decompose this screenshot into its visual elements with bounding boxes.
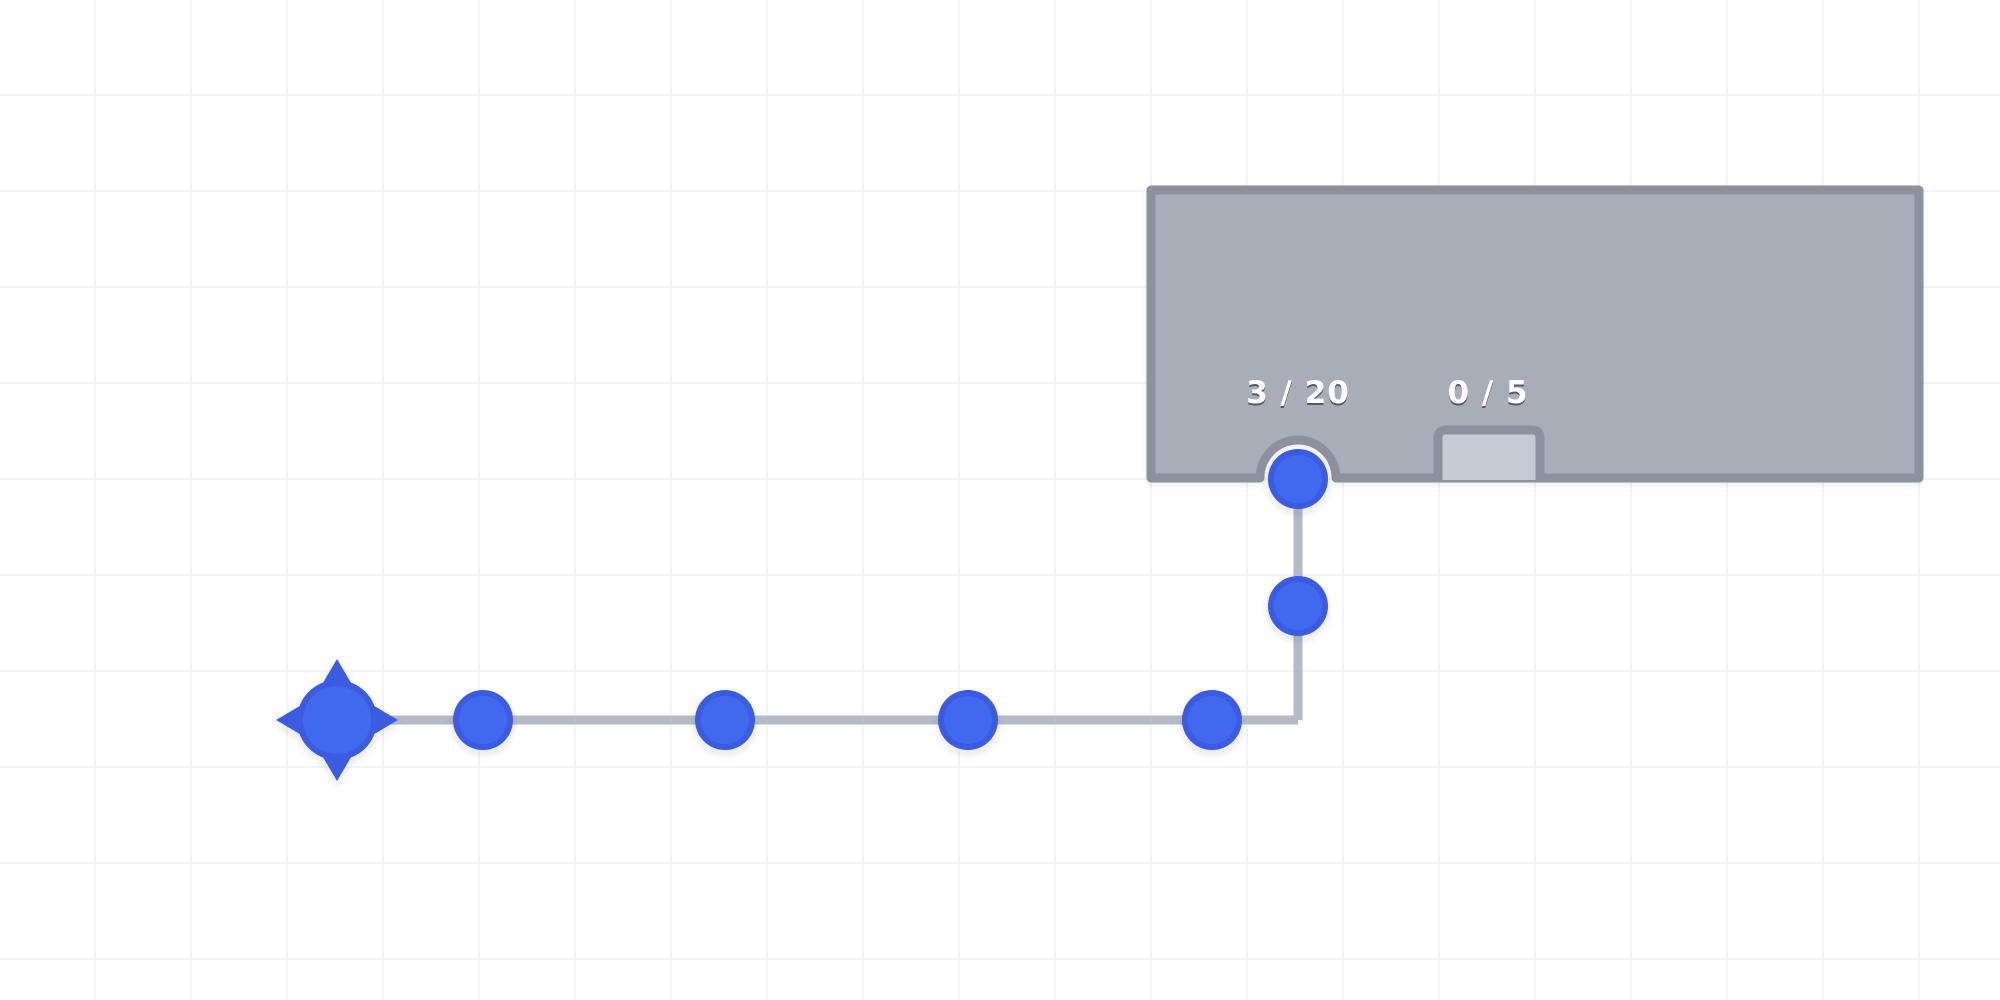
graph-node-core[interactable] bbox=[701, 696, 749, 744]
graph-node[interactable] bbox=[695, 690, 755, 750]
graph-node[interactable] bbox=[938, 690, 998, 750]
slot-capacity-label: 3 / 20 bbox=[1246, 375, 1350, 411]
graph-node[interactable] bbox=[453, 690, 513, 750]
output-port-shape[interactable] bbox=[1433, 425, 1545, 480]
graph-node-core[interactable] bbox=[1274, 455, 1322, 503]
slot-capacity-label: 0 / 5 bbox=[1447, 375, 1529, 411]
head-node-core[interactable] bbox=[303, 686, 371, 754]
graph-node-core[interactable] bbox=[459, 696, 507, 744]
graph-node-core[interactable] bbox=[1274, 582, 1322, 630]
building-panel[interactable] bbox=[1146, 185, 1924, 483]
graph-node[interactable] bbox=[1268, 449, 1328, 509]
graph-node[interactable] bbox=[1182, 690, 1242, 750]
output-port-slot[interactable] bbox=[1433, 425, 1545, 480]
graph-node-core[interactable] bbox=[944, 696, 992, 744]
head-node[interactable] bbox=[276, 659, 398, 781]
graph-node[interactable] bbox=[1268, 576, 1328, 636]
graph-node-core[interactable] bbox=[1188, 696, 1236, 744]
building-panel-body[interactable] bbox=[1146, 185, 1924, 483]
